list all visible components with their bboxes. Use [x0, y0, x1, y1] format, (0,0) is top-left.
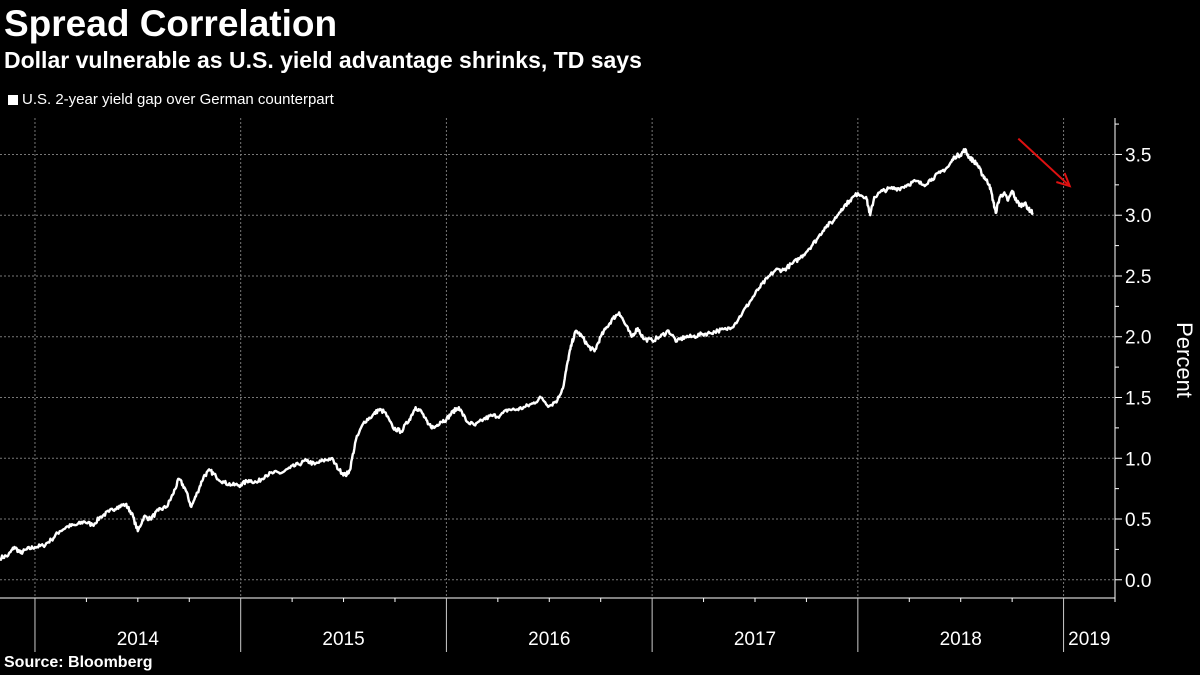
y-tick-label: 0.0 [1125, 571, 1151, 592]
legend-swatch [8, 95, 18, 105]
chart-title: Spread Correlation [4, 3, 338, 44]
y-axis-labels: 0.0 0.5 1.0 1.5 2.0 2.5 3.0 3.5 [1125, 145, 1151, 591]
y-tick-label: 1.5 [1125, 388, 1151, 409]
y-tick-label: 2.0 [1125, 328, 1151, 349]
year-label: 2019 [1068, 629, 1110, 650]
grid [0, 118, 1115, 598]
year-label: 2015 [322, 629, 364, 650]
year-label: 2018 [940, 629, 982, 650]
y-tick-label: 3.0 [1125, 206, 1151, 227]
legend-label: U.S. 2-year yield gap over German counte… [22, 91, 334, 108]
legend: U.S. 2-year yield gap over German counte… [8, 90, 334, 110]
x-axis-labels: 2014 2015 2016 2017 2018 2019 [117, 629, 1111, 650]
trend-arrow-head-icon [1056, 172, 1072, 188]
series [0, 147, 1034, 561]
chart-subtitle: Dollar vulnerable as U.S. yield advantag… [4, 47, 642, 73]
axes [0, 118, 1122, 652]
year-label: 2014 [117, 629, 160, 650]
y-tick-label: 2.5 [1125, 267, 1151, 288]
y-tick-label: 3.5 [1125, 145, 1151, 166]
y-axis-title: Percent [1172, 322, 1197, 398]
series-line [0, 147, 1034, 561]
trend-arrow-line [1017, 137, 1071, 187]
source-note: Source: Bloomberg [4, 654, 153, 671]
year-label: 2016 [528, 629, 570, 650]
y-tick-label: 0.5 [1125, 510, 1151, 531]
y-tick-label: 1.0 [1125, 449, 1151, 470]
year-label: 2017 [734, 629, 776, 650]
annotations [1017, 137, 1072, 188]
